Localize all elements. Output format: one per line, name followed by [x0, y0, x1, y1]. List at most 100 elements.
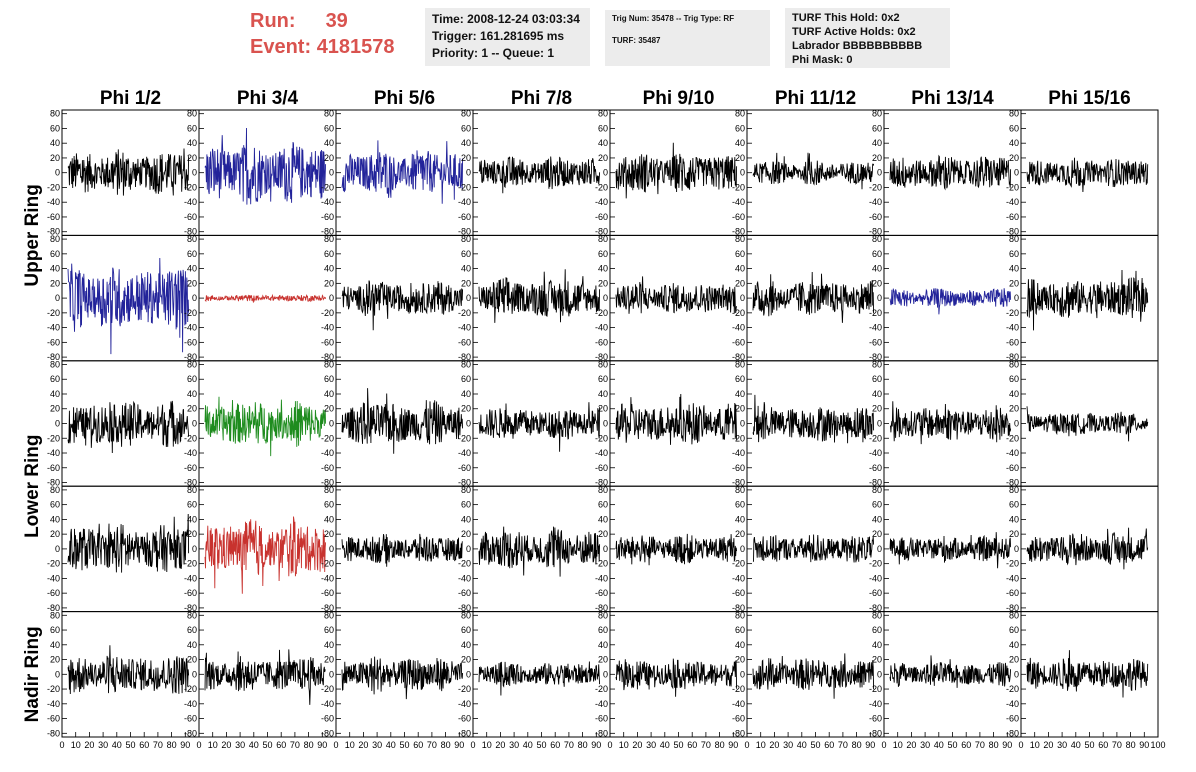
- waveform-series: [615, 658, 738, 697]
- y-tick-label: 20: [187, 655, 197, 665]
- y-tick-label: -80: [184, 728, 197, 738]
- x-tick-label: 90: [317, 740, 327, 750]
- y-tick-label: -20: [732, 684, 745, 694]
- y-tick-label: 60: [735, 123, 745, 133]
- y-tick-label: 80: [598, 610, 608, 620]
- x-tick-label: 10: [208, 740, 218, 750]
- x-tick-label: 40: [249, 740, 259, 750]
- x-tick-label: 10: [1030, 740, 1040, 750]
- y-tick-label: -20: [184, 559, 197, 569]
- turf-active-holds: TURF Active Holds: 0x2: [792, 26, 916, 38]
- y-tick-label: -20: [732, 433, 745, 443]
- x-tick-label: 90: [865, 740, 875, 750]
- y-tick-label: 0: [329, 669, 334, 679]
- y-tick-label: -60: [1006, 337, 1019, 347]
- y-tick-label: 80: [324, 109, 334, 119]
- x-tick-label: 70: [153, 740, 163, 750]
- y-tick-label: -20: [595, 182, 608, 192]
- waveform-series: [478, 526, 601, 577]
- y-tick-label: 80: [187, 610, 197, 620]
- y-tick-label: -60: [1006, 463, 1019, 473]
- y-tick-label: 40: [187, 514, 197, 524]
- x-tick-label: 30: [1057, 740, 1067, 750]
- y-tick-label: 0: [1014, 669, 1019, 679]
- y-tick-label: 0: [1014, 168, 1019, 178]
- y-tick-label: 20: [735, 278, 745, 288]
- x-tick-label: 20: [1043, 740, 1053, 750]
- event-label: Event:: [250, 36, 312, 58]
- y-tick-label: 0: [603, 544, 608, 554]
- x-tick-label: 60: [139, 740, 149, 750]
- y-tick-label: 60: [598, 500, 608, 510]
- x-tick-label: 10: [345, 740, 355, 750]
- y-tick-label: 60: [187, 625, 197, 635]
- waveform-series: [889, 154, 1012, 191]
- y-tick-label: 0: [466, 669, 471, 679]
- turf-this-hold: TURF This Hold: 0x2: [792, 12, 900, 24]
- y-tick-label: 20: [187, 153, 197, 163]
- y-tick-label: -80: [47, 478, 60, 488]
- y-tick-label: -60: [321, 212, 334, 222]
- y-tick-label: 20: [1009, 655, 1019, 665]
- y-tick-label: 40: [187, 640, 197, 650]
- y-tick-label: 20: [461, 404, 471, 414]
- y-tick-label: -40: [321, 197, 334, 207]
- y-tick-label: -60: [458, 463, 471, 473]
- y-tick-label: 0: [192, 544, 197, 554]
- y-tick-label: 40: [872, 389, 882, 399]
- turf-text: TURF: 35487: [612, 36, 661, 45]
- y-tick-label: 80: [50, 109, 60, 119]
- y-tick-label: -80: [321, 728, 334, 738]
- x-tick-label: 70: [1112, 740, 1122, 750]
- x-tick-label: 70: [290, 740, 300, 750]
- y-tick-label: -80: [321, 227, 334, 237]
- y-tick-label: -60: [732, 337, 745, 347]
- y-tick-label: 20: [1009, 404, 1019, 414]
- y-tick-label: -80: [47, 728, 60, 738]
- y-tick-label: 20: [598, 404, 608, 414]
- y-tick-label: -40: [321, 573, 334, 583]
- y-tick-label: 40: [187, 389, 197, 399]
- x-tick-label: 40: [1071, 740, 1081, 750]
- y-tick-label: -80: [458, 603, 471, 613]
- y-tick-label: 20: [50, 655, 60, 665]
- x-tick-label: 40: [934, 740, 944, 750]
- x-tick-label: 50: [125, 740, 135, 750]
- y-tick-label: 0: [466, 293, 471, 303]
- y-tick-label: -20: [1006, 684, 1019, 694]
- waveform-series: [752, 534, 875, 563]
- x-tick-label: 60: [550, 740, 560, 750]
- y-tick-label: 60: [50, 123, 60, 133]
- y-tick-label: -20: [732, 559, 745, 569]
- y-tick-label: 80: [735, 109, 745, 119]
- x-tick-label: 20: [769, 740, 779, 750]
- y-tick-label: -40: [47, 323, 60, 333]
- y-tick-label: 20: [598, 529, 608, 539]
- y-tick-label: 0: [740, 419, 745, 429]
- y-tick-label: 80: [598, 485, 608, 495]
- y-tick-label: 20: [872, 278, 882, 288]
- y-tick-label: -20: [321, 559, 334, 569]
- y-tick-label: 0: [740, 544, 745, 554]
- y-tick-label: 80: [735, 234, 745, 244]
- y-tick-label: -80: [869, 478, 882, 488]
- y-tick-label: 40: [324, 389, 334, 399]
- x-tick-label: 10: [482, 740, 492, 750]
- y-tick-label: -40: [1006, 573, 1019, 583]
- y-tick-label: -60: [458, 714, 471, 724]
- y-tick-label: 60: [1009, 625, 1019, 635]
- y-tick-label: -60: [869, 714, 882, 724]
- y-tick-label: -60: [1006, 588, 1019, 598]
- y-tick-label: -60: [184, 714, 197, 724]
- y-tick-label: 60: [324, 123, 334, 133]
- x-tick-label: 10: [619, 740, 629, 750]
- y-tick-label: -20: [595, 308, 608, 318]
- y-tick-label: 40: [735, 264, 745, 274]
- x-tick-label: 60: [687, 740, 697, 750]
- y-tick-label: -80: [1006, 478, 1019, 488]
- y-tick-label: -40: [321, 699, 334, 709]
- y-tick-label: 80: [50, 485, 60, 495]
- x-tick-label: 0: [333, 740, 338, 750]
- y-tick-label: -80: [595, 352, 608, 362]
- waveform-series: [341, 388, 464, 454]
